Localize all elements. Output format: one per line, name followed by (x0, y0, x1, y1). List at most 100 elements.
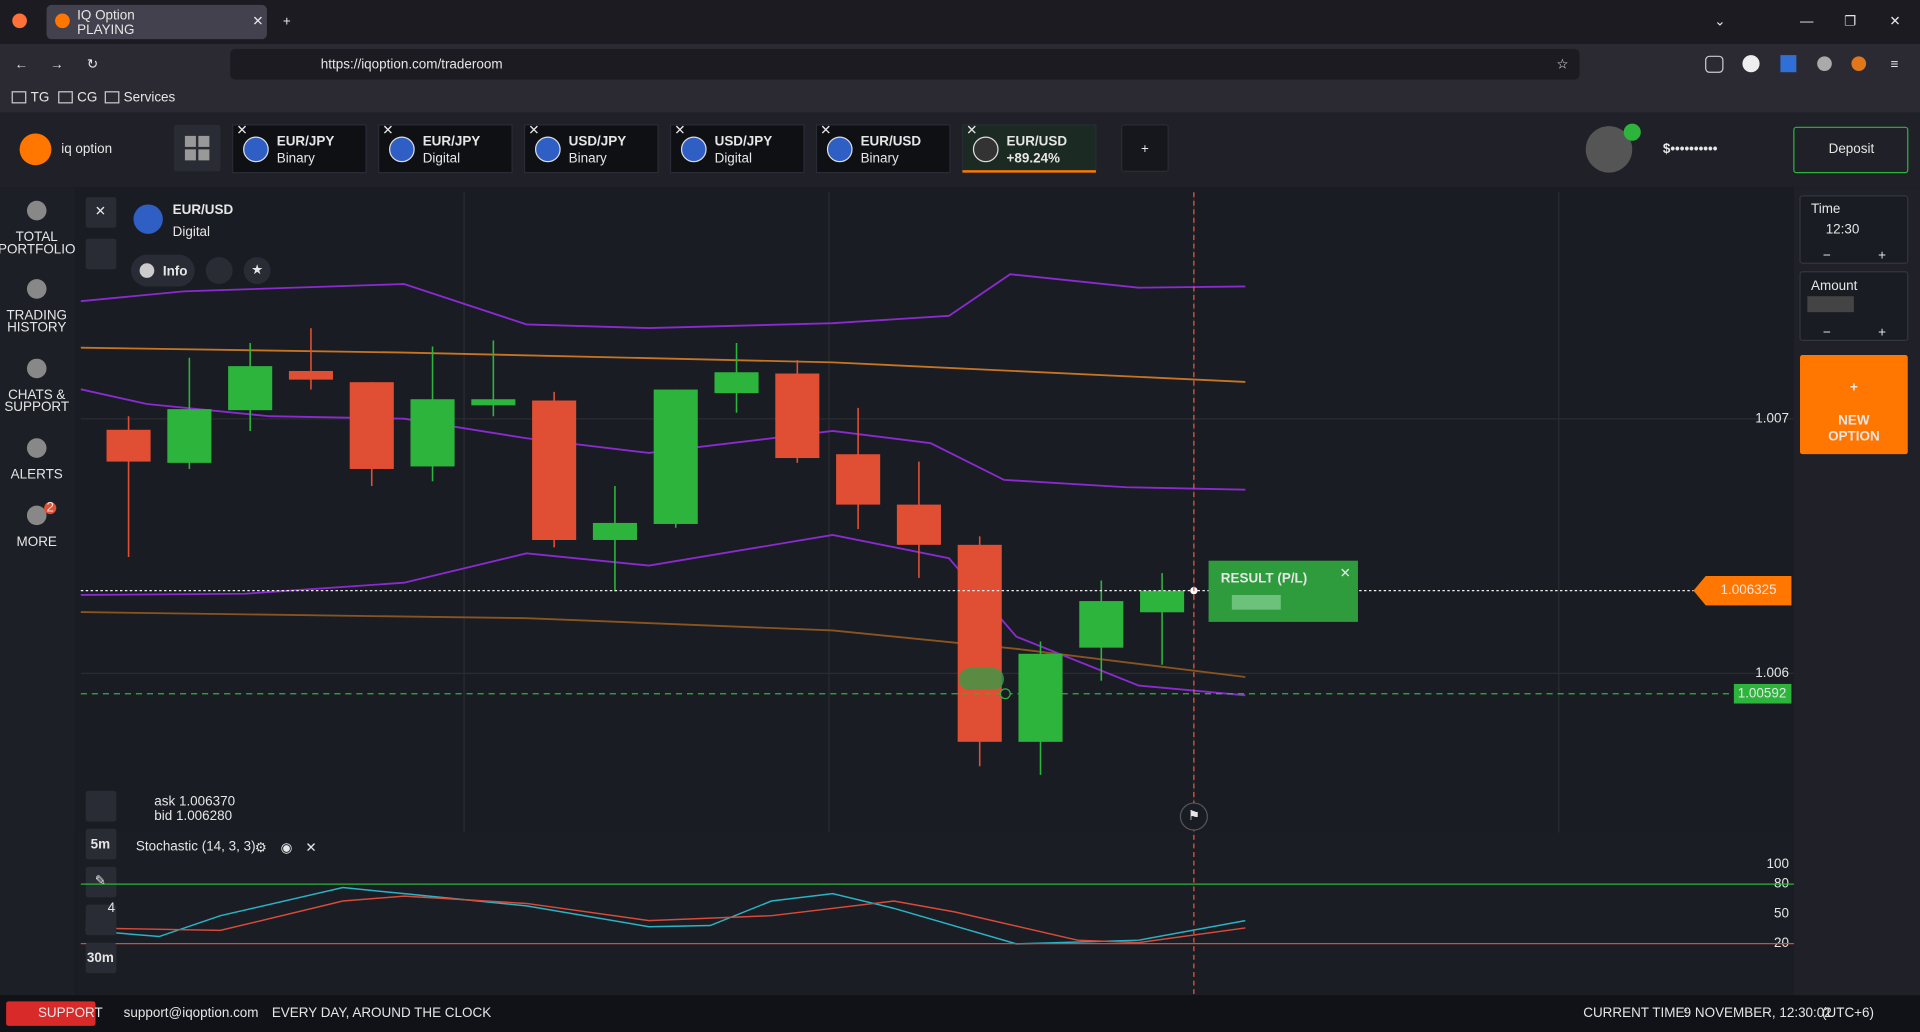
indicator-tick: 80 (1774, 876, 1789, 891)
tab-close[interactable]: ✕ (528, 123, 539, 138)
tab-sub: Binary (861, 151, 899, 166)
result-close[interactable]: ✕ (1340, 566, 1351, 581)
sidebar-icon[interactable] (26, 279, 47, 299)
logo-mark (19, 133, 52, 166)
badge (44, 501, 57, 515)
overlay: 1.006325 1.00592 RESULT (P/L) ✕ (80, 560, 1792, 704)
restore[interactable]: ❐ (1844, 14, 1856, 29)
pencil-icon: ✎ (95, 873, 106, 888)
candle-body (471, 399, 516, 406)
tab-close[interactable]: ✕ (820, 123, 831, 138)
grid-button[interactable] (173, 124, 221, 172)
time-box[interactable] (1799, 195, 1909, 264)
bookmark-star[interactable]: ☆ (1556, 56, 1568, 71)
indicator-tick: 100 (1767, 856, 1789, 871)
collapse-chart[interactable] (85, 238, 117, 270)
indicator-tick: 50 (1774, 905, 1789, 920)
indicator-title: Stochastic (14, 3, 3) (136, 839, 256, 854)
browser-tab[interactable] (46, 4, 267, 40)
tab-status: PLAYING (77, 22, 134, 37)
url: https://iqoption.com/traderoom (321, 56, 503, 71)
support-button[interactable] (6, 1001, 96, 1026)
add-asset[interactable] (1121, 124, 1169, 172)
reload[interactable]: ↻ (87, 56, 98, 71)
minimize[interactable]: — (1800, 14, 1814, 29)
chart-type-button[interactable] (85, 790, 117, 822)
decrease[interactable]: − (1823, 325, 1831, 340)
tab-pair: USD/JPY (569, 134, 627, 149)
asset-flag (133, 204, 163, 234)
tab-sub: +89.24% (1007, 151, 1061, 166)
candle-body (1079, 601, 1124, 648)
deposit-button[interactable] (1793, 126, 1909, 174)
tab-close[interactable]: ✕ (382, 123, 393, 138)
ext-icon[interactable] (1817, 56, 1832, 72)
sidebar-icon[interactable] (26, 358, 47, 379)
amount-label: Amount (1811, 278, 1858, 293)
bookmark[interactable]: Services (124, 89, 176, 104)
sidebar-label: CHATS & (8, 387, 65, 402)
pair-flag (534, 136, 561, 163)
bookmark[interactable]: TG (31, 89, 50, 104)
increase[interactable]: + (1878, 247, 1886, 262)
back[interactable]: ← (15, 56, 28, 71)
sidebar-icon[interactable] (26, 505, 47, 526)
support-email[interactable]: support@iqoption.com (124, 1005, 259, 1020)
draw-button[interactable] (85, 866, 117, 898)
favicon (55, 13, 70, 29)
indicator-control[interactable]: ⚙ (255, 840, 267, 855)
increase[interactable]: + (1878, 325, 1886, 340)
close-window[interactable]: ✕ (1889, 14, 1900, 29)
balance[interactable]: $•••••••••• (1663, 141, 1718, 156)
candle-body (288, 370, 333, 380)
timeframe-button[interactable] (85, 828, 117, 860)
bollinger-lower (80, 534, 1246, 697)
ext-icon[interactable] (1780, 55, 1797, 73)
sidebar-label: TRADING (6, 307, 67, 322)
forward[interactable]: → (50, 56, 63, 71)
menu[interactable]: ≡ (1891, 56, 1899, 71)
result-box[interactable] (1208, 560, 1358, 622)
time-label: Time (1811, 201, 1840, 216)
tab-sub: Binary (277, 151, 315, 166)
favorite-button[interactable] (243, 257, 271, 285)
candle-size-button[interactable] (85, 942, 117, 974)
indicators-button[interactable] (85, 904, 117, 936)
close-chart[interactable] (85, 197, 117, 228)
tab-close[interactable]: ✕ (236, 123, 247, 138)
current-price: 1.006325 (1721, 582, 1777, 597)
avatar[interactable] (1585, 126, 1633, 173)
firefox-icon (12, 13, 27, 29)
moving-average (80, 611, 1246, 678)
url-field[interactable] (230, 48, 1580, 80)
decrease[interactable]: − (1823, 247, 1831, 262)
grid-icon (198, 135, 210, 147)
candle-body (775, 373, 820, 459)
sidebar-label: PORTFOLIO (0, 241, 75, 256)
ext-icon[interactable] (1851, 56, 1867, 72)
new-tab[interactable]: + (283, 14, 291, 29)
ext-icon[interactable] (1742, 55, 1760, 73)
tab-close[interactable]: ✕ (966, 123, 977, 138)
sidebar-icon[interactable] (26, 200, 47, 221)
indicator-control[interactable]: ✕ (305, 840, 316, 855)
sidebar-icon[interactable] (26, 438, 47, 458)
plus-icon: + (1850, 380, 1858, 395)
tab-close[interactable]: ✕ (674, 123, 685, 138)
info-button[interactable] (131, 254, 195, 287)
new-option-label: OPTION (1828, 429, 1880, 444)
indicator-control[interactable]: ◉ (281, 840, 293, 855)
asset-pair[interactable]: EUR/USD (173, 202, 234, 217)
current-price-tag (1693, 575, 1792, 606)
pocket[interactable] (1705, 55, 1724, 73)
new-option-button[interactable] (1800, 355, 1908, 455)
close-tab[interactable]: ✕ (252, 14, 263, 29)
alert-button[interactable] (205, 257, 233, 285)
bookmark[interactable]: CG (77, 89, 97, 104)
expiration-flag[interactable] (1179, 802, 1208, 831)
pair-flag (972, 136, 999, 163)
amount-masked (1807, 296, 1854, 313)
tab-list[interactable]: ⌄ (1714, 14, 1725, 29)
